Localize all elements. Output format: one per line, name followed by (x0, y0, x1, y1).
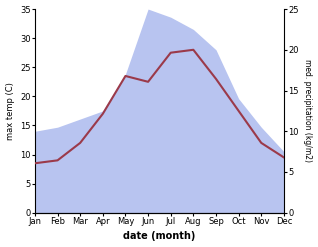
X-axis label: date (month): date (month) (123, 231, 196, 242)
Y-axis label: max temp (C): max temp (C) (5, 82, 15, 140)
Y-axis label: med. precipitation (kg/m2): med. precipitation (kg/m2) (303, 59, 313, 162)
